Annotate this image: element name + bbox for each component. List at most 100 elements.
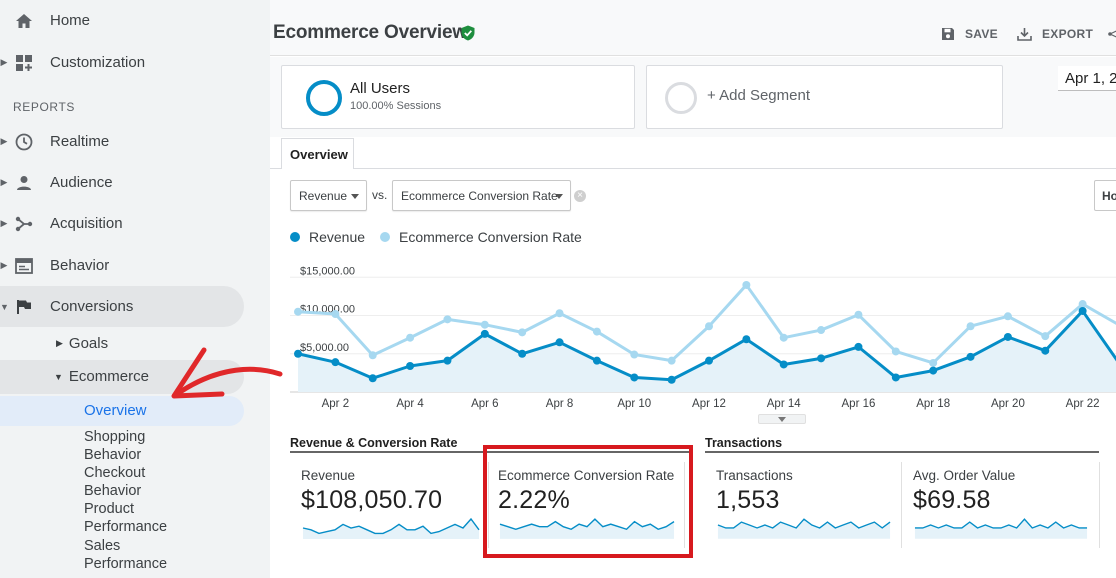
clock-icon — [14, 132, 34, 152]
conversion-rate-sparkline — [499, 518, 675, 539]
conversion-rate-point[interactable] — [779, 333, 788, 342]
revenue-point[interactable] — [592, 356, 601, 365]
revenue-point[interactable] — [518, 349, 527, 358]
revenue-point[interactable] — [1003, 332, 1012, 341]
revenue-point[interactable] — [331, 358, 340, 367]
conversion-rate-point[interactable] — [1041, 332, 1050, 341]
sidebar-item-realtime[interactable]: ▶ Realtime — [0, 121, 244, 162]
sidebar-item-shopping-behavior-line1[interactable]: Shopping — [84, 429, 146, 445]
revenue-point[interactable] — [854, 342, 863, 351]
sidebar-item-overview[interactable]: Overview — [84, 402, 147, 419]
revenue-point[interactable] — [555, 338, 564, 347]
date-range-picker[interactable]: Apr 1, 2 — [1058, 66, 1116, 91]
verified-shield-icon — [461, 25, 475, 41]
annotation-highlight-box — [483, 445, 693, 558]
conversion-rate-point[interactable] — [929, 358, 938, 367]
sidebar-item-checkout-behavior-line1[interactable]: Checkout — [84, 465, 146, 481]
line-chart[interactable]: $15,000.00$10,000.00$5,000.00 — [290, 254, 1116, 424]
conversion-rate-point[interactable] — [966, 322, 975, 331]
sparkline-area — [499, 519, 675, 539]
legend-conversion-rate[interactable]: Ecommerce Conversion Rate — [380, 229, 582, 245]
revenue-point[interactable] — [891, 373, 900, 382]
acquisition-icon — [14, 214, 34, 234]
export-label: EXPORT — [1042, 27, 1094, 41]
chart-resize-handle[interactable] — [758, 414, 806, 424]
comparison-metric-select[interactable]: Ecommerce Conversion Rate — [392, 180, 571, 211]
sidebar-item-overview-highlight[interactable] — [0, 396, 244, 426]
conversion-rate-point[interactable] — [1078, 300, 1087, 309]
sidebar-item-label: Behavior — [50, 257, 110, 274]
comparison-metric-value: Ecommerce Conversion Rate — [401, 189, 558, 203]
conversion-rate-point[interactable] — [891, 347, 900, 356]
revenue-point[interactable] — [630, 373, 639, 382]
segment-all-users[interactable]: All Users 100.00% Sessions — [281, 65, 635, 129]
hourly-button[interactable]: Ho — [1094, 180, 1116, 211]
sidebar-item-product-performance-line2[interactable]: Performance — [84, 519, 168, 535]
save-button[interactable]: SAVE — [941, 27, 998, 41]
sidebar-item-audience[interactable]: ▶ Audience — [0, 162, 244, 203]
sidebar-item-customization[interactable]: ▶ Customization — [0, 42, 244, 83]
sidebar-item-label: Conversions — [50, 298, 134, 315]
revenue-sparkline — [302, 517, 480, 539]
primary-metric-select[interactable]: Revenue — [290, 180, 367, 211]
export-button[interactable]: EXPORT — [1017, 27, 1093, 41]
revenue-point[interactable] — [480, 329, 489, 338]
conversion-rate-point[interactable] — [443, 315, 452, 324]
sidebar-item-product-performance-line1[interactable]: Product — [84, 501, 134, 517]
revenue-point[interactable] — [929, 366, 938, 375]
conversion-rate-point[interactable] — [368, 351, 377, 360]
conversion-rate-point[interactable] — [630, 350, 639, 359]
revenue-point[interactable] — [368, 374, 377, 383]
x-tick-label: Apr 20 — [990, 398, 1025, 410]
sidebar-item-goals[interactable]: ▶ Goals — [56, 335, 108, 352]
expand-caret-icon: ▶ — [56, 338, 63, 348]
sparkline-line — [914, 518, 1088, 529]
revenue-point[interactable] — [966, 352, 975, 361]
conversion-rate-point[interactable] — [406, 333, 415, 342]
revenue-point[interactable] — [779, 360, 788, 369]
revenue-point[interactable] — [443, 356, 452, 365]
sidebar-item-checkout-behavior-line2[interactable]: Behavior — [84, 483, 142, 499]
conversion-rate-point[interactable] — [742, 280, 751, 289]
conversion-rate-point[interactable] — [705, 322, 713, 331]
sidebar-item-behavior[interactable]: ▶ Behavior — [0, 245, 244, 286]
conversion-rate-point[interactable] — [294, 307, 302, 316]
revenue-point[interactable] — [1041, 346, 1050, 355]
conversion-rate-point[interactable] — [555, 309, 564, 318]
section-rule — [705, 451, 1099, 453]
revenue-point[interactable] — [1078, 306, 1087, 315]
clear-comparison-icon[interactable]: × — [574, 190, 586, 202]
revenue-point[interactable] — [294, 349, 302, 358]
revenue-point[interactable] — [705, 356, 713, 365]
sidebar-item-shopping-behavior-line2[interactable]: Behavior — [84, 447, 142, 463]
sidebar-item-conversions[interactable]: ▼ Conversions — [0, 286, 244, 327]
reports-section-label: REPORTS — [13, 100, 75, 114]
conversion-rate-point[interactable] — [667, 356, 676, 365]
conversion-rate-point[interactable] — [331, 310, 340, 318]
conversion-rate-point[interactable] — [480, 320, 489, 329]
sidebar-item-ecommerce-label[interactable]: ▼ Ecommerce — [54, 368, 149, 385]
y-tick-label: $15,000.00 — [300, 265, 355, 277]
sidebar-item-sales-performance-line2[interactable]: Performance — [84, 556, 168, 572]
sidebar-item-sales-performance-line1[interactable]: Sales — [84, 538, 121, 554]
share-icon[interactable] — [1108, 27, 1116, 39]
conversion-rate-point[interactable] — [592, 327, 601, 336]
conversion-rate-point[interactable] — [1003, 312, 1012, 321]
add-segment-button[interactable]: + Add Segment — [646, 65, 1003, 129]
revenue-point[interactable] — [817, 354, 826, 363]
revenue-point[interactable] — [406, 362, 415, 370]
x-tick-label: Apr 16 — [841, 398, 876, 410]
card-label: Avg. Order Value — [913, 468, 1016, 483]
section-rule — [290, 451, 692, 453]
conversion-rate-point[interactable] — [854, 310, 863, 319]
sidebar-item-acquisition[interactable]: ▶ Acquisition — [0, 203, 244, 244]
legend-revenue[interactable]: Revenue — [290, 229, 365, 245]
conversion-rate-point[interactable] — [518, 328, 527, 337]
avg-order-value-sparkline — [914, 518, 1088, 539]
revenue-point[interactable] — [667, 375, 676, 384]
revenue-point[interactable] — [742, 335, 751, 344]
sidebar-item-label: Customization — [50, 54, 146, 71]
conversion-rate-point[interactable] — [817, 326, 826, 335]
sidebar-item-home[interactable]: Home — [0, 0, 244, 41]
tab-overview[interactable]: Overview — [281, 138, 354, 169]
